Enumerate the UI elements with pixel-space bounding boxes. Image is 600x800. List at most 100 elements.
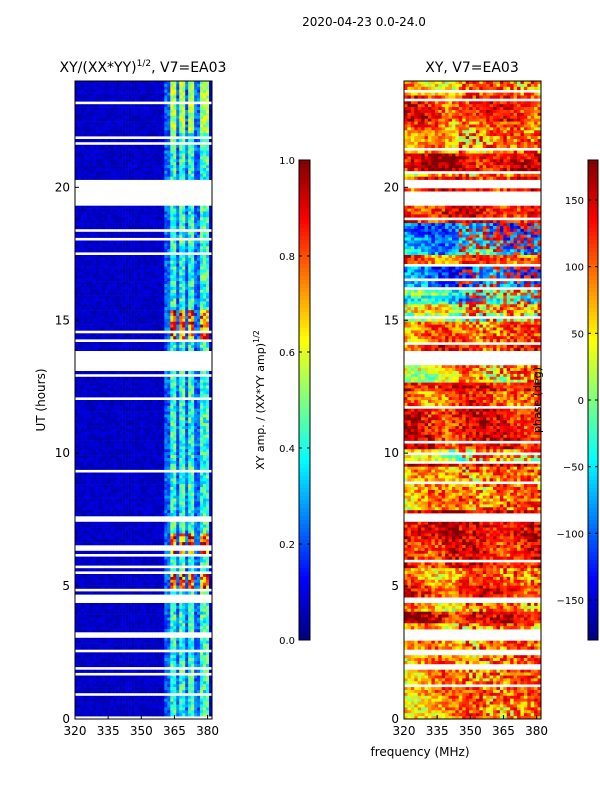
amplitude-colorbar-slice [299, 392, 310, 396]
amplitude-colorbar-slice [299, 216, 310, 220]
amplitude-colorbar-slice [299, 496, 310, 500]
amplitude-colorbar-slice [299, 620, 310, 624]
amplitude-colorbar-slice [299, 428, 310, 432]
phase-colorbar-slice [588, 304, 598, 308]
phase-colorbar-slice [588, 500, 598, 504]
phase-colorbar-slice [588, 232, 598, 236]
amplitude-colorbar-tick-label: 0.2 [279, 540, 295, 551]
right-ytick-label: 20 [384, 180, 399, 194]
amplitude-colorbar-slice [299, 180, 310, 184]
left-xtick-label: 335 [97, 724, 120, 738]
phase-colorbar-slice [588, 484, 598, 488]
amplitude-colorbar-slice [299, 588, 310, 592]
amplitude-colorbar-slice [299, 248, 310, 252]
amplitude-colorbar-slice [299, 604, 310, 608]
amplitude-colorbar-slice [299, 268, 310, 272]
phase-colorbar-slice [588, 516, 598, 520]
phase-colorbar-slice [588, 436, 598, 440]
phase-colorbar-slice [588, 576, 598, 580]
amplitude-colorbar-slice [299, 384, 310, 388]
amplitude-colorbar-slice [299, 508, 310, 512]
phase-colorbar-slice [588, 384, 598, 388]
phase-colorbar-slice [588, 348, 598, 352]
phase-colorbar-slice [588, 376, 598, 380]
amplitude-colorbar-slice [299, 316, 310, 320]
amplitude-colorbar-slice [299, 284, 310, 288]
amplitude-colorbar-slice [299, 204, 310, 208]
phase-colorbar-slice [588, 444, 598, 448]
phase-colorbar-slice [588, 320, 598, 324]
phase-colorbar-slice [588, 504, 598, 508]
phase-colorbar-slice [588, 520, 598, 524]
phase-colorbar-slice [588, 632, 598, 636]
amplitude-colorbar-slice [299, 576, 310, 580]
phase-colorbar-slice [588, 432, 598, 436]
phase-colorbar-slice [588, 300, 598, 304]
amplitude-colorbar-slice [299, 312, 310, 316]
right-xtick-label: 335 [426, 724, 449, 738]
right-ytick-label: 10 [384, 446, 399, 460]
amplitude-colorbar-slice [299, 332, 310, 336]
amplitude-colorbar-slice [299, 416, 310, 420]
amplitude-colorbar-slice [299, 532, 310, 536]
amplitude-colorbar-slice [299, 564, 310, 568]
amplitude-colorbar-slice [299, 220, 310, 224]
phase-colorbar-label: phase (deg) [531, 367, 544, 433]
amplitude-colorbar-slice [299, 408, 310, 412]
amplitude-colorbar-label: XY amp. / (XX*YY amp)1/2 [252, 330, 267, 470]
phase-colorbar-slice [588, 536, 598, 540]
amplitude-colorbar-slice [299, 412, 310, 416]
amplitude-colorbar-slice [299, 192, 310, 196]
phase-colorbar-slice [588, 324, 598, 328]
phase-colorbar-tick-label: 0 [578, 396, 584, 407]
amplitude-colorbar-slice [299, 224, 310, 228]
phase-colorbar-slice [588, 456, 598, 460]
phase-colorbar-slice [588, 564, 598, 568]
right-ytick-label: 5 [391, 579, 399, 593]
amplitude-colorbar-slice [299, 232, 310, 236]
phase-colorbar-tick-label: 100 [565, 263, 584, 274]
amplitude-colorbar-slice [299, 288, 310, 292]
left-ytick-label: 10 [55, 446, 70, 460]
amplitude-colorbar-slice [299, 420, 310, 424]
phase-colorbar-slice [588, 264, 598, 268]
phase-colorbar-slice [588, 420, 598, 424]
phase-colorbar-slice [588, 284, 598, 288]
amplitude-colorbar-tick-label: 0.0 [279, 636, 295, 647]
amplitude-colorbar-slice [299, 212, 310, 216]
amplitude-colorbar-slice [299, 196, 310, 200]
phase-colorbar-slice [588, 608, 598, 612]
amplitude-colorbar-tick-label: 0.8 [279, 252, 295, 263]
phase-colorbar-slice [588, 352, 598, 356]
phase-colorbar-slice [588, 452, 598, 456]
phase-colorbar-tick-label: −150 [557, 596, 584, 607]
phase-colorbar-slice [588, 208, 598, 212]
phase-colorbar-slice [588, 280, 598, 284]
phase-colorbar-slice [588, 424, 598, 428]
amplitude-colorbar-slice [299, 388, 310, 392]
amplitude-colorbar-slice [299, 344, 310, 348]
amplitude-colorbar-slice [299, 356, 310, 360]
amplitude-colorbar-slice [299, 296, 310, 300]
phase-colorbar-slice [588, 236, 598, 240]
amplitude-colorbar-slice [299, 168, 310, 172]
amplitude-colorbar-slice [299, 452, 310, 456]
amplitude-colorbar-slice [299, 484, 310, 488]
amplitude-colorbar-slice [299, 304, 310, 308]
phase-colorbar-slice [588, 496, 598, 500]
phase-colorbar-slice [588, 548, 598, 552]
amplitude-colorbar-slice [299, 492, 310, 496]
phase-colorbar-slice [588, 164, 598, 168]
phase-colorbar-slice [588, 416, 598, 420]
left-xtick-label: 365 [163, 724, 186, 738]
right-ytick-label: 0 [391, 712, 399, 726]
phase-colorbar-slice [588, 260, 598, 264]
phase-colorbar-slice [588, 616, 598, 620]
phase-colorbar-slice [588, 372, 598, 376]
right-ytick-label: 15 [384, 313, 399, 327]
amplitude-colorbar-slice [299, 512, 310, 516]
phase-colorbar-slice [588, 332, 598, 336]
phase-colorbar-tick-label: 50 [571, 329, 584, 340]
phase-colorbar-slice [588, 212, 598, 216]
amplitude-colorbar-slice [299, 308, 310, 312]
